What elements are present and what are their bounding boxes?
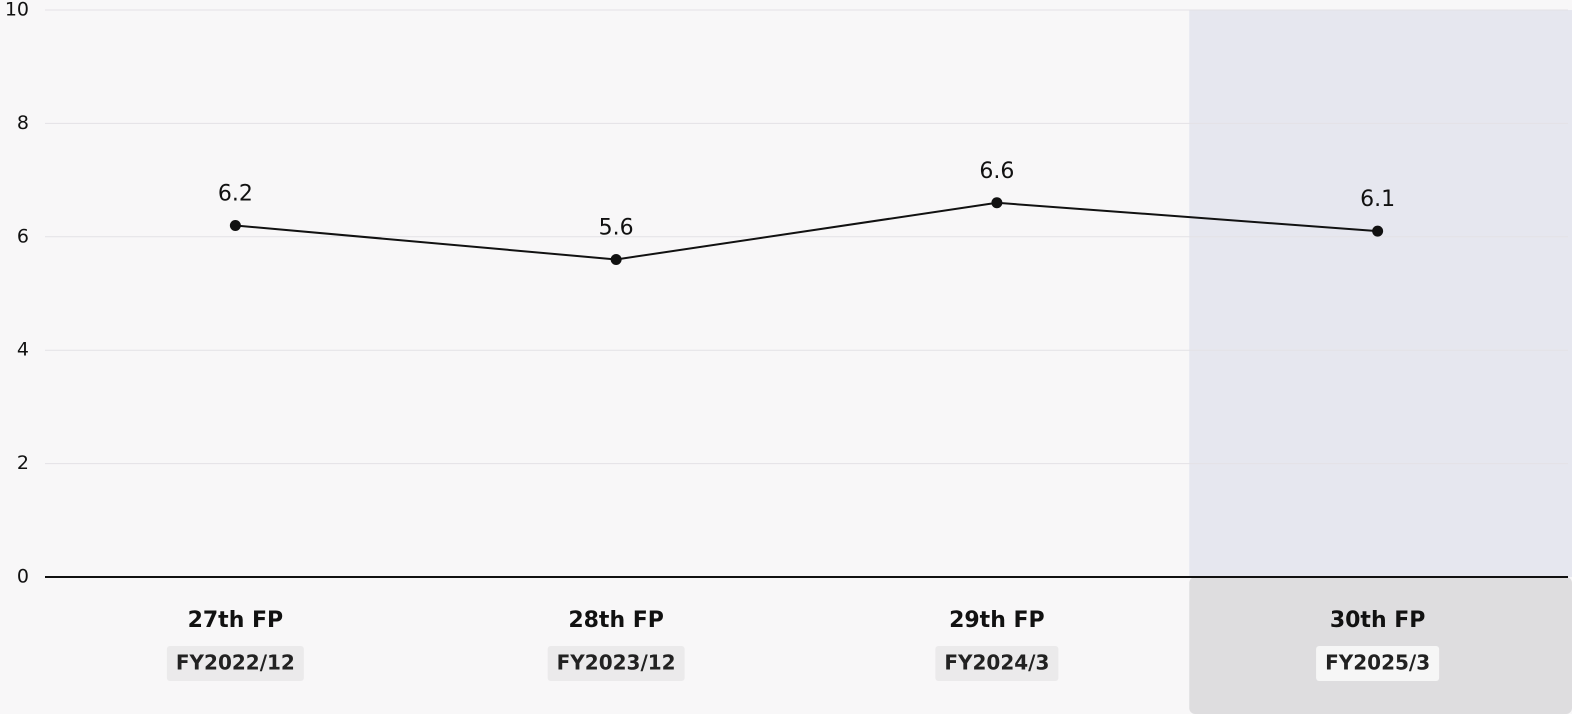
x-tick-label: 30th FP — [1330, 608, 1426, 633]
period-box — [1316, 646, 1440, 681]
period-box — [166, 646, 304, 681]
x-tick-label: 28th FP — [568, 608, 664, 633]
y-tick-label: 10 — [5, 0, 29, 21]
x-tick-label: 29th FP — [949, 608, 1045, 633]
value-label: 5.6 — [599, 215, 634, 240]
period-label: FY2022/12 — [176, 651, 295, 675]
point — [1372, 225, 1384, 237]
period-label: FY2023/12 — [557, 651, 676, 675]
highlight-footer — [1189, 577, 1572, 714]
value-label: 6.2 — [218, 181, 253, 206]
period-label: FY2025/3 — [1325, 651, 1430, 675]
period-box — [547, 646, 685, 681]
y-tick-label: 4 — [17, 339, 29, 361]
point — [229, 219, 241, 231]
point — [991, 197, 1003, 209]
y-tick-label: 8 — [17, 112, 29, 134]
point — [610, 253, 622, 265]
period-box — [935, 646, 1059, 681]
highlight-band — [1189, 10, 1572, 577]
y-tick-label: 0 — [17, 566, 29, 588]
value-label: 6.1 — [1360, 187, 1395, 212]
x-tick-label: 27th FP — [188, 608, 284, 633]
line — [235, 201, 1378, 261]
value-label: 6.6 — [979, 159, 1014, 184]
y-tick-label: 6 — [17, 225, 29, 247]
period-label: FY2024/3 — [944, 651, 1049, 675]
y-tick-label: 2 — [17, 452, 29, 474]
